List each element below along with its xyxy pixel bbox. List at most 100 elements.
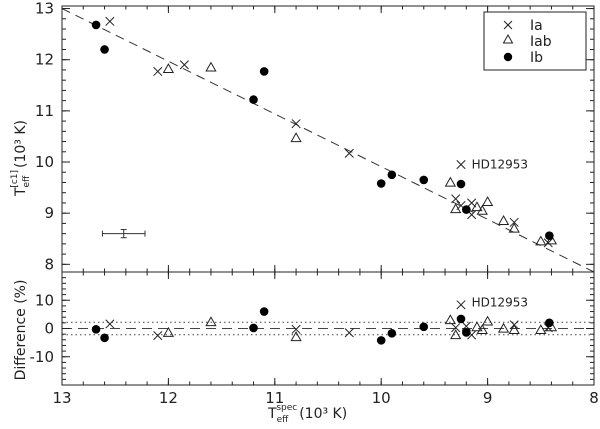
bottom-point-iab-6	[476, 324, 488, 335]
top-point-ia-9-stroke-b	[467, 210, 477, 220]
bottom-reference-lines	[62, 321, 594, 336]
top-point-iab-0	[162, 63, 175, 74]
legend-label-iab: Iab	[530, 34, 552, 50]
top-y-axis-label: Teff[c1](10³ K)	[10, 120, 32, 197]
top-point-ia-11-stroke-b	[543, 238, 553, 248]
top-point-ia-4	[344, 148, 354, 158]
bottom-data-marks	[91, 300, 558, 345]
hd12953-label-bottom: HD12953	[472, 296, 528, 310]
top-data-marks	[91, 16, 558, 248]
bottom-point-ib-2	[249, 323, 258, 333]
top-point-ib-1	[100, 45, 109, 54]
bottom-point-ia-2	[291, 324, 301, 334]
bottom-point-iab-9	[508, 324, 520, 335]
top-ticks: 8 9 10 11 12 13	[35, 0, 595, 273]
x-tick-label-10: 10	[372, 389, 391, 407]
x-tick-label-9: 9	[483, 389, 493, 407]
bottom-y-tick-label-10: 10	[35, 291, 54, 309]
bottom-point-iab-4	[450, 329, 462, 340]
top-y-tick-label-10: 10	[35, 153, 54, 171]
bottom-point-ib-8	[462, 328, 471, 337]
top-y-tick-label-9: 9	[44, 204, 54, 222]
bottom-point-ia-4	[456, 300, 466, 310]
top-point-iab-7	[481, 196, 494, 207]
legend-marker-ia	[503, 20, 513, 30]
top-point-ia-5-stroke-b	[456, 160, 466, 170]
top-point-iab-2	[290, 132, 302, 143]
error-bar-sample	[101, 229, 146, 239]
x-tick-label-8: 8	[589, 389, 599, 407]
bottom-point-ia-3	[344, 328, 354, 338]
bottom-point-ia-4-stroke-b	[456, 300, 466, 310]
bottom-point-ib-4	[376, 336, 386, 345]
top-point-ib-8	[462, 205, 471, 214]
top-point-iab-10	[535, 235, 547, 246]
bottom-point-iab-0	[162, 326, 175, 337]
top-point-ia-7-stroke-b	[467, 198, 477, 208]
bottom-point-ia-1-stroke-b	[153, 331, 163, 341]
top-point-iab-5	[471, 201, 483, 212]
legend-marker-iab	[502, 33, 514, 44]
bottom-point-ib-3	[259, 307, 269, 316]
bottom-y-axis-label: Difference (%)	[13, 280, 29, 381]
bottom-point-ia-3-stroke-b	[344, 328, 354, 338]
top-point-ib-5	[387, 170, 397, 180]
bottom-point-iab-2	[290, 331, 302, 342]
top-reference-line-group	[61, 8, 595, 273]
bottom-point-ib-7	[456, 314, 466, 324]
bottom-point-ia-5	[451, 323, 461, 333]
bottom-point-iab-1	[205, 316, 217, 327]
top-point-ia-10-stroke-b	[509, 217, 519, 227]
top-point-iab-8	[497, 215, 510, 225]
bottom-point-iab-7	[481, 315, 494, 326]
bottom-annotation-group: HD12953	[472, 296, 528, 310]
top-point-ib-9	[545, 231, 554, 240]
bottom-point-ia-6	[461, 321, 471, 331]
top-point-iab-1	[205, 61, 217, 72]
x-axis-label: Teffspec (10³ K)	[267, 403, 347, 425]
bottom-point-iab-8	[497, 322, 510, 333]
top-y-tick-label-8: 8	[44, 255, 54, 273]
top-point-ia-1	[153, 66, 163, 77]
bottom-point-ib-1	[100, 333, 109, 343]
top-point-ia-0-stroke-b	[105, 16, 115, 26]
top-point-ia-5	[456, 160, 466, 170]
top-point-iab-6	[476, 204, 488, 215]
top-point-ia-10	[509, 217, 519, 227]
bottom-point-ia-2-stroke-b	[291, 324, 301, 334]
legend-label-ia: Ia	[530, 18, 543, 34]
bottom-point-ib-0	[91, 325, 101, 334]
top-annotation-group: HD12953	[472, 158, 528, 172]
bottom-y-tick-label-0: 0	[44, 320, 54, 338]
top-point-ia-0	[105, 16, 115, 26]
legend-label-ib: Ib	[530, 50, 543, 66]
bottom-point-ia-7-stroke-b	[467, 330, 477, 340]
bottom-point-ia-6-stroke-b	[461, 321, 471, 331]
bottom-point-ib-9	[545, 318, 554, 328]
top-point-ib-3	[259, 67, 269, 76]
bottom-point-iab-3	[444, 314, 457, 325]
bottom-point-ia-0-stroke-b	[105, 319, 115, 329]
top-point-ib-7	[456, 179, 466, 189]
legend: Ia Iab Ib	[483, 11, 587, 71]
x-tick-label-13: 13	[52, 389, 71, 407]
top-point-ia-3	[291, 119, 301, 129]
top-point-ia-11	[543, 238, 553, 248]
bottom-point-iab-5	[471, 321, 483, 332]
top-point-ib-0	[91, 20, 101, 30]
top-point-ia-1-stroke-b	[153, 66, 163, 77]
top-panel: 8 9 10 11 12 13 HD12953 Ia Iab Ib Teff[c1](10…	[10, 0, 595, 273]
x-tick-label-12: 12	[159, 389, 178, 407]
bottom-point-iab-10	[535, 324, 547, 335]
hd12953-label-top: HD12953	[472, 158, 528, 172]
top-point-ib-2	[249, 95, 258, 104]
legend-marker-ib	[503, 52, 513, 62]
bottom-point-ia-1	[153, 331, 163, 341]
top-y-tick-label-11: 11	[35, 102, 54, 120]
top-point-iab-3	[444, 176, 457, 187]
top-y-tick-label-13: 13	[35, 0, 54, 18]
legend-frame	[483, 11, 587, 71]
top-point-ia-6	[451, 194, 461, 204]
bottom-point-ia-5-stroke-b	[451, 323, 461, 333]
